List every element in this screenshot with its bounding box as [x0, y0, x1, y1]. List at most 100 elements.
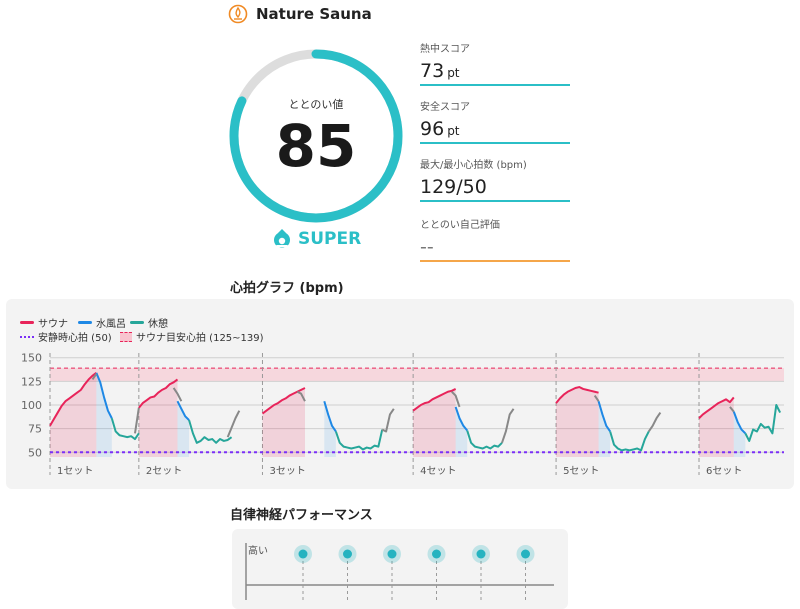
transition-series-line	[381, 408, 395, 433]
rest-series-line	[188, 419, 233, 444]
score-unit: pt	[447, 66, 460, 80]
cold-bath-series-fill	[324, 401, 336, 457]
app-title: Nature Sauna	[256, 5, 372, 23]
score-label-safety: 安全スコア	[420, 102, 470, 113]
legend-label: 安静時心拍 (50)	[38, 333, 112, 344]
score-unit: pt	[447, 124, 460, 138]
transition-series-line	[501, 408, 515, 444]
score-divider	[420, 84, 570, 86]
self-eval-divider	[420, 260, 570, 262]
legend-label: 休憩	[148, 319, 168, 330]
set-label: 6セット	[706, 465, 742, 477]
score-number: 73	[420, 60, 445, 82]
set-label: 2セット	[146, 465, 182, 477]
cold-bath-series-fill	[455, 406, 468, 457]
autonomic-card: 高い	[232, 529, 568, 609]
autonomic-dot	[521, 549, 530, 559]
score-value-hr: 129/50	[420, 176, 487, 198]
legend-cold-bath: 水風呂	[78, 315, 126, 330]
sauna-series-fill	[556, 387, 599, 457]
sauna-series-fill	[138, 379, 178, 457]
legend-swatch-sauna	[20, 321, 34, 324]
autonomic-title: 自律神経パフォーマンス	[230, 508, 373, 523]
autonomic-y-label: 高い	[248, 546, 268, 557]
cold-bath-series-fill	[177, 401, 190, 457]
score-number: 129/50	[420, 176, 487, 198]
legend-swatch-target	[120, 331, 132, 342]
totonoi-value: 85	[275, 112, 357, 180]
cold-bath-series-fill	[96, 372, 112, 457]
set-label: 5セット	[563, 465, 599, 477]
autonomic-dot	[476, 549, 486, 559]
sauna-series-fill	[50, 372, 97, 457]
score-divider	[420, 200, 570, 202]
cold-bath-series-fill	[598, 401, 611, 457]
cold-bath-series-fill	[733, 411, 746, 457]
cold-bath-series-line	[732, 411, 747, 435]
y-tick-label: 75	[28, 423, 42, 436]
super-badge-icon	[274, 229, 290, 248]
cold-bath-series-line	[597, 400, 611, 433]
rest-series-line	[744, 404, 782, 442]
score-value-safety: 96 pt	[420, 118, 460, 140]
ring-progress	[229, 49, 403, 223]
heart-rate-chart: 150 125 100 75 50 1セット 2セット 3セット 4セット 5セット 6セット	[21, 352, 784, 477]
score-label-heat: 熱中スコア	[420, 44, 470, 55]
rest-series-line	[334, 429, 384, 451]
autonomic-dot	[387, 549, 397, 559]
legend-label: サウナ	[38, 319, 68, 330]
sauna-series-line	[49, 372, 97, 427]
totonoi-ring	[229, 49, 403, 223]
transition-series-line	[647, 412, 662, 433]
legend-sauna: サウナ	[20, 315, 68, 330]
legend-swatch-rest	[130, 321, 144, 324]
cold-bath-series-line	[95, 372, 113, 419]
set-label: 1セット	[57, 465, 93, 477]
set-label: 3セット	[269, 465, 305, 477]
score-label-hr: 最大/最小心拍数 (bpm)	[420, 160, 527, 171]
rest-series-line	[609, 431, 650, 452]
sauna-series-fill	[413, 388, 456, 457]
transition-series-line	[729, 406, 735, 413]
totonoi-label: ととのい値	[288, 98, 344, 111]
sauna-series-line	[555, 386, 599, 404]
legend-label: サウナ目安心拍 (125~139)	[136, 333, 264, 344]
sauna-flame-icon	[228, 4, 248, 24]
y-tick-label: 125	[21, 375, 42, 388]
cold-bath-series-line	[176, 400, 190, 421]
target-band	[50, 368, 784, 382]
transition-series-line	[172, 387, 183, 402]
transition-series-line	[226, 410, 241, 438]
y-tick-label: 150	[21, 352, 42, 365]
legend-swatch-cold	[78, 321, 92, 324]
legend-target-hr: サウナ目安心拍 (125~139)	[120, 329, 264, 344]
autonomic-dot	[343, 549, 352, 559]
autonomic-dot	[432, 549, 441, 559]
rest-series-line	[466, 430, 503, 450]
set-label: 4セット	[420, 465, 456, 477]
rank-badge: SUPER	[272, 228, 361, 250]
transition-series-line	[134, 407, 140, 434]
rest-series-line	[110, 417, 140, 441]
y-tick-label: 50	[28, 446, 42, 459]
autonomic-dot	[298, 549, 308, 559]
legend-resting-hr: 安静時心拍 (50)	[20, 329, 112, 344]
cold-bath-series-line	[323, 400, 337, 433]
transition-series-line	[91, 373, 98, 381]
sauna-series-line	[412, 388, 457, 412]
heart-graph-card: サウナ 水風呂 休憩 安静時心拍 (50) サウナ目安心拍 (125~139) …	[6, 299, 794, 489]
score-label-self-eval: ととのい自己評価	[420, 220, 500, 231]
sauna-series-fill	[699, 397, 734, 457]
transition-series-line	[593, 394, 600, 402]
sauna-series-line	[698, 396, 735, 419]
score-value-self-eval[interactable]: --	[420, 236, 434, 258]
legend-label: 水風呂	[96, 319, 126, 330]
y-tick-label: 100	[21, 399, 42, 412]
sauna-series-line	[138, 378, 179, 409]
score-value-heat: 73 pt	[420, 60, 460, 82]
app-header: Nature Sauna	[228, 4, 372, 24]
cold-bath-series-line	[454, 406, 468, 432]
transition-series-line	[296, 390, 306, 402]
sauna-series-fill	[262, 387, 305, 457]
legend-rest: 休憩	[130, 315, 168, 330]
